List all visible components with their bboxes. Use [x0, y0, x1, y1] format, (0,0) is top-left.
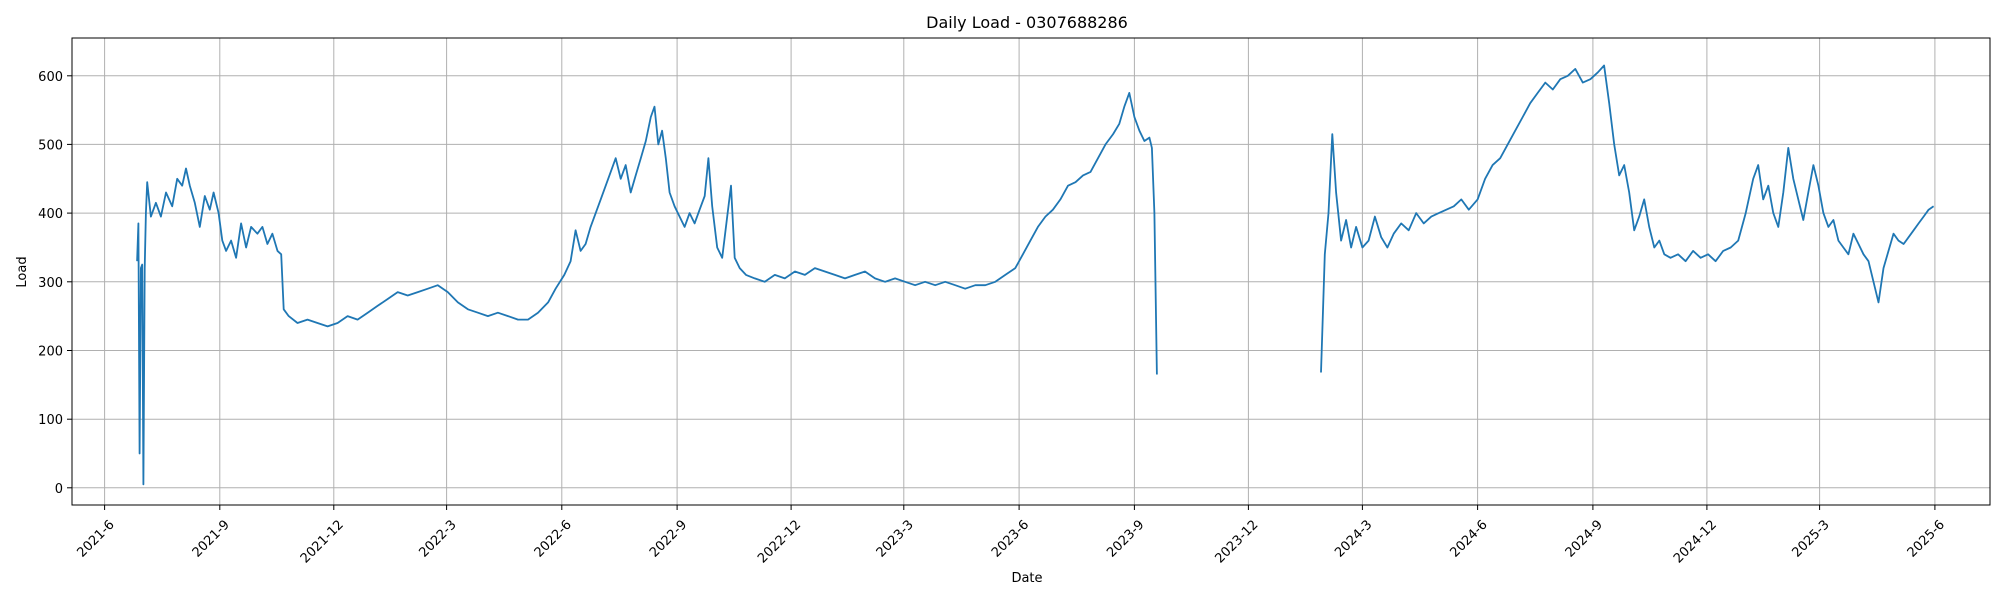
- x-tick-label: 2022-12: [755, 517, 804, 566]
- x-tick-label: 2024-9: [1563, 517, 1606, 560]
- x-tick-label: 2025-3: [1789, 517, 1832, 560]
- x-tick-label: 2022-9: [647, 517, 690, 560]
- chart-title: Daily Load - 0307688286: [926, 13, 1128, 32]
- x-tick-label: 2021-6: [74, 517, 117, 560]
- x-tick-label: 2021-12: [298, 517, 347, 566]
- y-tick-label: 0: [55, 482, 63, 497]
- y-tick-label: 100: [38, 413, 63, 428]
- y-tick-label: 400: [38, 207, 63, 222]
- x-tick-label: 2024-12: [1671, 517, 1720, 566]
- x-tick-label: 2023-12: [1212, 517, 1261, 566]
- y-tick-label: 500: [38, 138, 63, 153]
- x-tick-label: 2021-9: [190, 517, 233, 560]
- x-tick-label: 2024-3: [1332, 517, 1375, 560]
- y-tick-label: 200: [38, 345, 63, 360]
- y-axis-label: Load: [15, 256, 30, 287]
- y-tick-label: 300: [38, 276, 63, 291]
- plot-frame: [71, 37, 1991, 506]
- x-axis: 2021-6 2021-9 2021-12 2022-3 2022-6 2022-9 202…: [74, 505, 1948, 566]
- x-axis-label: Date: [1011, 571, 1042, 586]
- y-axis: 0 100 200 300 400 500 600: [38, 70, 72, 497]
- x-tick-label: 2023-3: [874, 517, 917, 560]
- grid-lines: [72, 38, 1990, 505]
- x-tick-label: 2022-6: [532, 517, 575, 560]
- x-tick-label: 2023-9: [1104, 517, 1147, 560]
- x-tick-label: 2022-3: [416, 517, 459, 560]
- x-tick-label: 2024-6: [1447, 517, 1490, 560]
- x-tick-label: 2023-6: [989, 517, 1032, 560]
- series-line: [136, 64, 1935, 486]
- y-tick-label: 600: [38, 70, 63, 85]
- x-tick-label: 2025-6: [1905, 517, 1948, 560]
- series-layer: [136, 64, 1935, 486]
